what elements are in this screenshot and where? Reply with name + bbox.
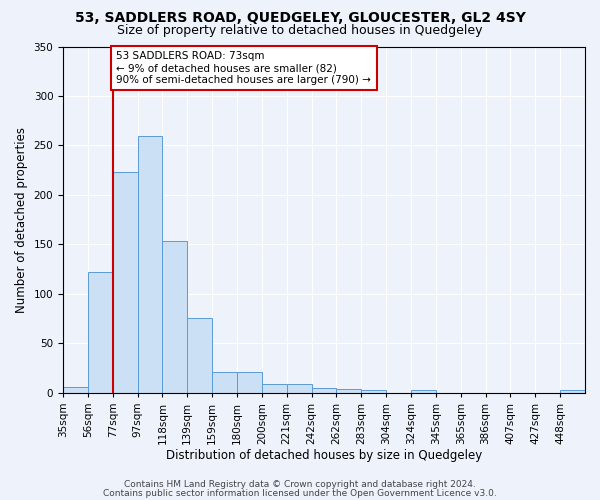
- Bar: [88, 272, 113, 393]
- Bar: [411, 390, 436, 393]
- Bar: [163, 242, 187, 393]
- Bar: [361, 390, 386, 393]
- Bar: [337, 389, 361, 393]
- Y-axis label: Number of detached properties: Number of detached properties: [15, 126, 28, 312]
- Bar: [137, 136, 163, 393]
- Bar: [187, 318, 212, 393]
- Text: 53 SADDLERS ROAD: 73sqm
← 9% of detached houses are smaller (82)
90% of semi-det: 53 SADDLERS ROAD: 73sqm ← 9% of detached…: [116, 52, 371, 84]
- Text: Contains public sector information licensed under the Open Government Licence v3: Contains public sector information licen…: [103, 488, 497, 498]
- Text: Size of property relative to detached houses in Quedgeley: Size of property relative to detached ho…: [117, 24, 483, 37]
- X-axis label: Distribution of detached houses by size in Quedgeley: Distribution of detached houses by size …: [166, 450, 482, 462]
- Bar: [287, 384, 311, 393]
- Text: 53, SADDLERS ROAD, QUEDGELEY, GLOUCESTER, GL2 4SY: 53, SADDLERS ROAD, QUEDGELEY, GLOUCESTER…: [74, 11, 526, 25]
- Text: Contains HM Land Registry data © Crown copyright and database right 2024.: Contains HM Land Registry data © Crown c…: [124, 480, 476, 489]
- Bar: [113, 172, 137, 393]
- Bar: [560, 390, 585, 393]
- Bar: [212, 372, 237, 393]
- Bar: [237, 372, 262, 393]
- Bar: [262, 384, 287, 393]
- Bar: [63, 387, 88, 393]
- Bar: [311, 388, 337, 393]
